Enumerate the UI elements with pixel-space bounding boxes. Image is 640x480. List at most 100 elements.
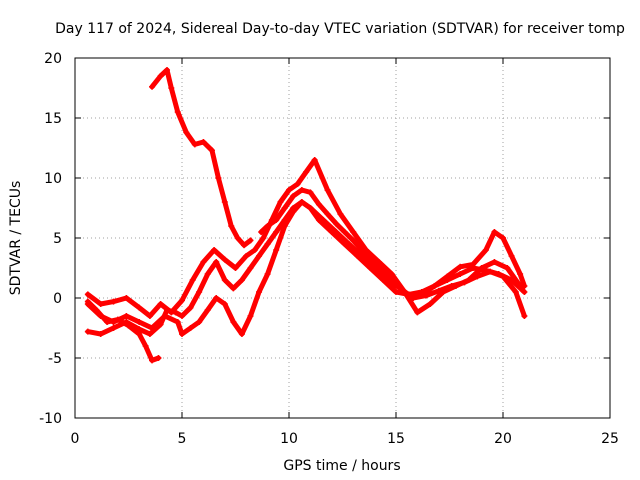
data-point xyxy=(142,343,149,349)
data-point xyxy=(221,199,228,205)
data-point xyxy=(256,253,263,259)
data-point xyxy=(448,283,455,289)
y-tick-label: 20 xyxy=(44,51,62,67)
data-point xyxy=(457,263,464,270)
data-point xyxy=(286,187,292,193)
data-point xyxy=(427,301,434,307)
data-point xyxy=(149,357,156,364)
data-point xyxy=(179,297,185,304)
data-point xyxy=(341,229,348,235)
data-point xyxy=(358,253,365,259)
data-point xyxy=(149,83,156,90)
data-point xyxy=(517,271,524,277)
data-point xyxy=(136,319,143,325)
x-tick-label: 10 xyxy=(280,431,298,447)
data-point xyxy=(149,325,156,331)
data-point xyxy=(470,261,477,268)
data-point xyxy=(123,295,130,301)
data-point xyxy=(215,175,222,181)
data-point xyxy=(243,253,250,259)
data-point xyxy=(97,313,104,319)
x-tick-label: 15 xyxy=(387,431,405,447)
data-point xyxy=(358,247,365,253)
data-point xyxy=(221,256,228,263)
data-point xyxy=(168,85,175,91)
data-point xyxy=(474,273,481,280)
data-point xyxy=(136,326,143,333)
chart-title: Day 117 of 2024, Sidereal Day-to-day VTE… xyxy=(55,21,625,37)
data-point xyxy=(303,169,310,175)
y-tick-label: 0 xyxy=(53,291,62,307)
data-point xyxy=(401,289,408,295)
data-point xyxy=(435,287,442,294)
data-point xyxy=(256,289,263,295)
data-point xyxy=(234,235,241,241)
data-point xyxy=(230,285,237,292)
tick-labels: 0 5 10 15 20 25 -10 -5 0 5 10 15 20 xyxy=(39,51,619,447)
data-point xyxy=(482,247,489,253)
data-point xyxy=(277,199,284,205)
data-point xyxy=(298,187,305,193)
data-point xyxy=(508,253,515,259)
data-point xyxy=(221,277,228,283)
data-point xyxy=(290,208,297,215)
data-point xyxy=(290,193,297,199)
data-point xyxy=(200,139,207,145)
data-point xyxy=(418,291,425,298)
data-point xyxy=(164,67,171,73)
series-trace-0 xyxy=(149,67,253,248)
data-point xyxy=(273,229,280,235)
data-point xyxy=(247,265,254,271)
data-point xyxy=(504,265,511,271)
data-point xyxy=(84,291,91,298)
data-point xyxy=(189,277,196,283)
data-point xyxy=(273,247,280,253)
data-point xyxy=(179,313,185,319)
data-point xyxy=(414,309,421,316)
data-point xyxy=(264,223,271,229)
x-tick-label: 0 xyxy=(71,431,80,447)
data-point xyxy=(264,271,271,277)
data-point xyxy=(521,283,528,289)
x-tick-label: 25 xyxy=(601,431,619,447)
data-point xyxy=(444,273,451,280)
series-layer xyxy=(84,67,528,364)
data-point xyxy=(146,313,153,319)
data-point xyxy=(337,211,344,217)
data-point xyxy=(110,298,117,305)
data-point xyxy=(324,211,331,217)
data-point xyxy=(157,73,164,79)
data-point xyxy=(174,109,181,115)
data-point xyxy=(478,265,485,271)
data-point xyxy=(384,273,391,280)
data-point xyxy=(298,199,305,205)
data-point xyxy=(258,229,265,235)
x-axis-label: GPS time / hours xyxy=(283,458,400,474)
data-point xyxy=(196,289,203,295)
data-point xyxy=(264,241,271,247)
data-point xyxy=(333,229,340,235)
data-point xyxy=(221,301,228,307)
data-point xyxy=(174,319,181,325)
data-point xyxy=(97,301,104,307)
data-point xyxy=(307,189,314,196)
data-point xyxy=(461,279,468,286)
data-point xyxy=(260,235,267,241)
x-tick-label: 20 xyxy=(494,431,512,447)
data-point xyxy=(110,319,117,325)
data-point xyxy=(136,304,143,311)
data-point xyxy=(251,247,258,253)
data-point xyxy=(521,289,528,295)
data-point xyxy=(500,273,506,280)
data-point xyxy=(200,259,207,265)
y-axis-label: SDTVAR / TECUs xyxy=(8,181,24,296)
y-tick-label: -10 xyxy=(39,411,62,427)
data-point xyxy=(241,242,248,249)
data-point xyxy=(84,328,91,335)
data-point xyxy=(155,355,162,361)
data-point xyxy=(187,304,194,311)
data-point xyxy=(350,229,357,235)
data-point xyxy=(179,331,185,337)
series-trace-5 xyxy=(258,187,527,301)
data-point xyxy=(123,319,130,325)
